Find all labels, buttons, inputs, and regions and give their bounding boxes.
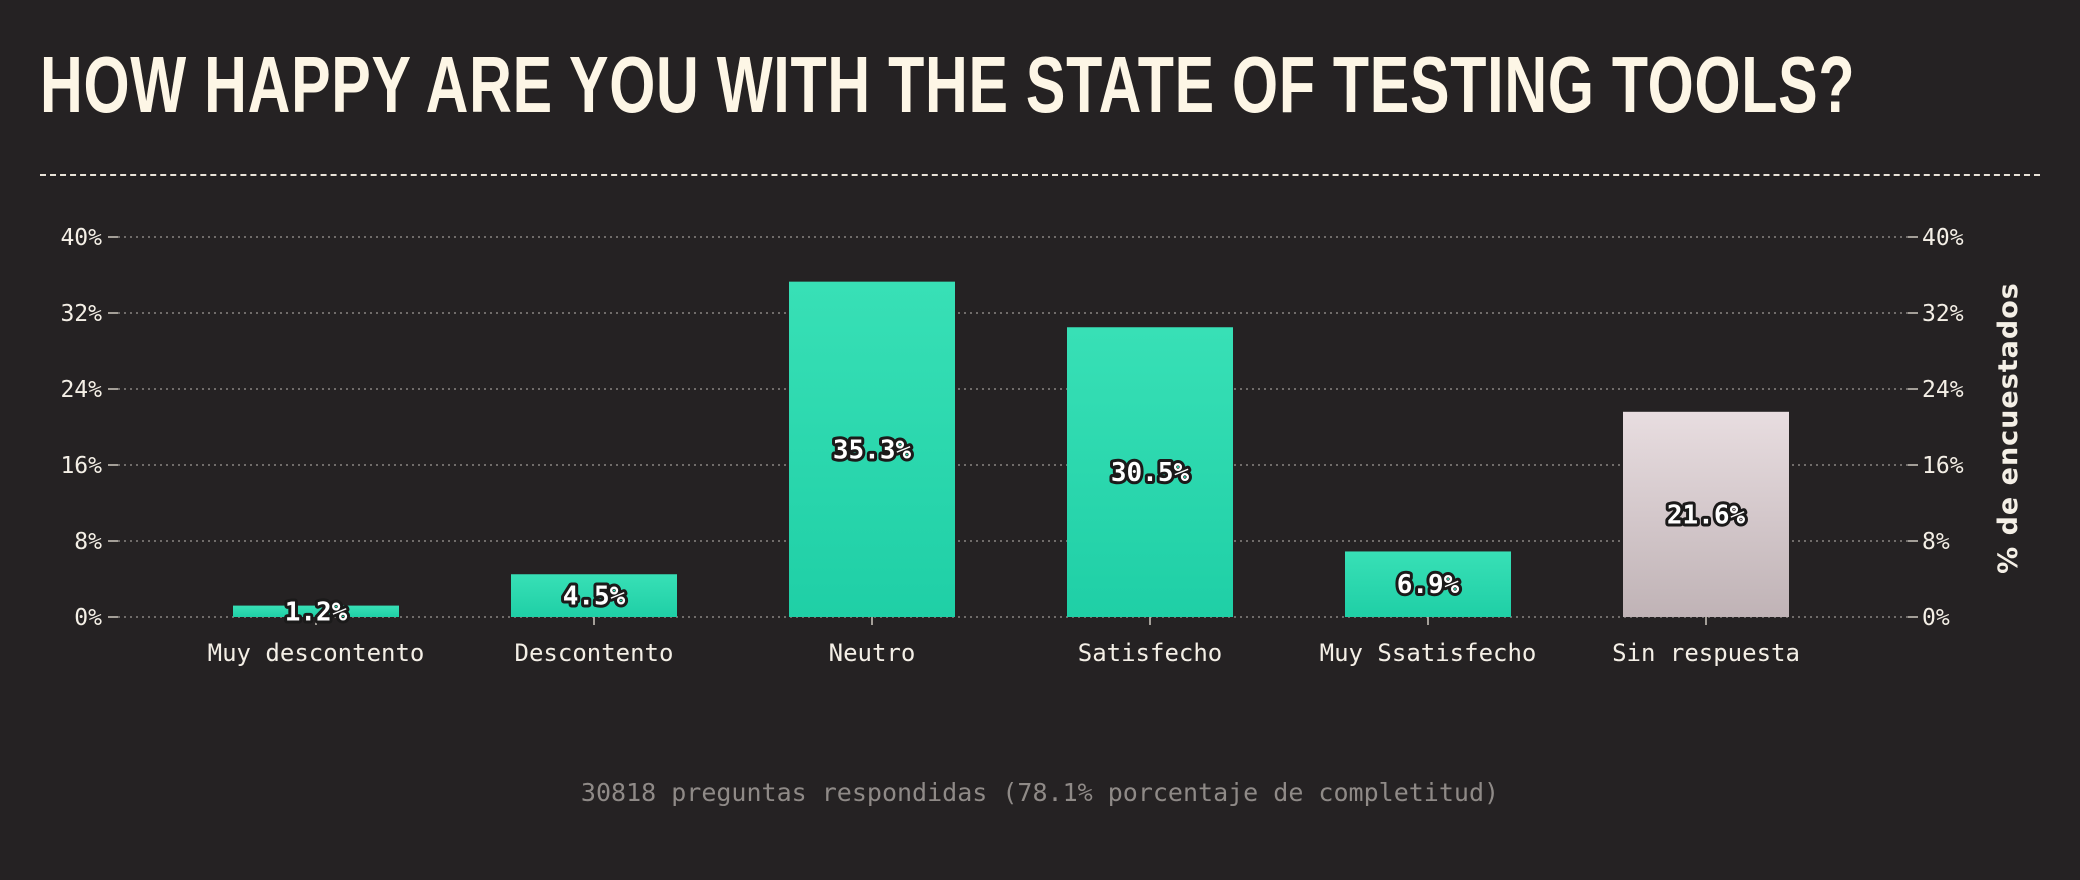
labels: 0% 0% 8% 8% 16% 16% 24% 24% 32% 32% 40% 40% Muy desc… bbox=[60, 225, 1963, 667]
x-tick-label: Muy Ssatisfecho bbox=[1320, 639, 1537, 667]
bar-value-label: 6.9% bbox=[1397, 570, 1460, 600]
x-tick-label: Sin respuesta bbox=[1612, 639, 1800, 667]
chart-title: HOW HAPPY ARE YOU WITH THE STATE OF TEST… bbox=[40, 40, 1856, 129]
bar-value-label: 30.5% bbox=[1111, 458, 1190, 488]
title-divider bbox=[40, 174, 2040, 176]
x-tick-label: Descontento bbox=[515, 639, 674, 667]
bar-value-label: 35.3% bbox=[833, 435, 912, 465]
bar-value-label: 1.2% bbox=[285, 597, 348, 627]
bar-descontento bbox=[511, 574, 677, 617]
bar-muy-descontento bbox=[233, 605, 399, 617]
y-axis-title: % de encuestados bbox=[1993, 282, 2024, 574]
bar-muy-ssatisfecho bbox=[1345, 551, 1511, 617]
x-tick-label: Satisfecho bbox=[1078, 639, 1223, 667]
y-tick-label-right: 8% bbox=[1922, 529, 1950, 555]
y-tick-label-right: 0% bbox=[1922, 605, 1950, 631]
bar-value-label: 21.6% bbox=[1667, 500, 1746, 530]
y-tick-label-left: 32% bbox=[60, 301, 102, 327]
y-tick-label-right: 32% bbox=[1922, 301, 1964, 327]
y-tick-label-left: 8% bbox=[74, 529, 102, 555]
y-tick-label-left: 24% bbox=[60, 377, 102, 403]
bar-value-label: 4.5% bbox=[563, 582, 626, 612]
footer-note: 30818 preguntas respondidas (78.1% porce… bbox=[580, 778, 1500, 807]
y-tick-label-left: 0% bbox=[74, 605, 102, 631]
y-tick-label-left: 16% bbox=[60, 453, 102, 479]
x-tick-label: Muy descontento bbox=[208, 639, 425, 667]
bar-sin-respuesta bbox=[1623, 411, 1789, 617]
gridlines bbox=[108, 236, 1918, 625]
y-tick-label-right: 40% bbox=[1922, 225, 1964, 251]
y-tick-label-right: 24% bbox=[1922, 377, 1964, 403]
bar-neutro bbox=[789, 281, 955, 617]
bar-satisfecho bbox=[1067, 327, 1233, 617]
y-tick-label-right: 16% bbox=[1922, 453, 1964, 479]
y-tick-label-left: 40% bbox=[60, 225, 102, 251]
x-tick-label: Neutro bbox=[829, 639, 916, 667]
bars bbox=[233, 281, 1789, 617]
